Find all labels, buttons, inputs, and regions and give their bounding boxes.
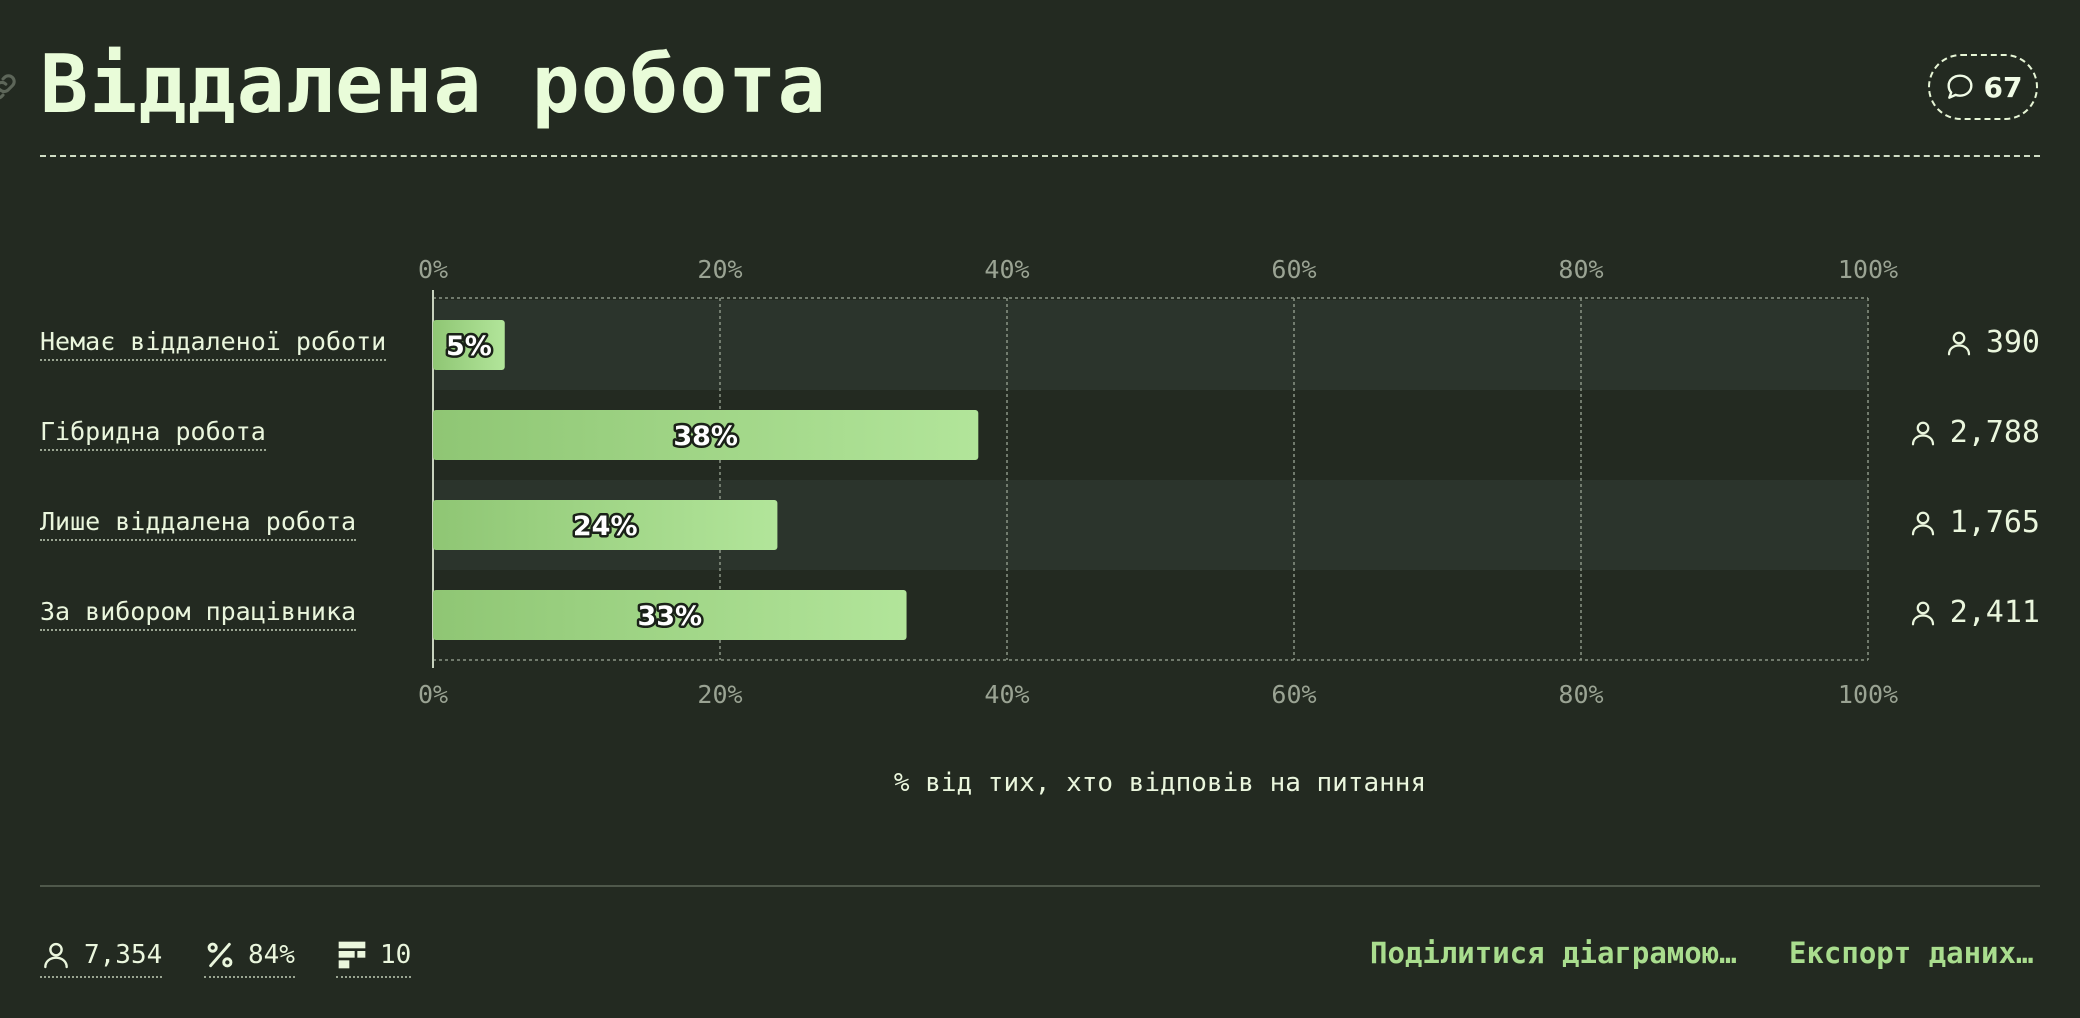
link-icon[interactable] [0,70,20,104]
response-count-value: 2,788 [1949,415,2040,450]
x-tick-label-bottom: 0% [418,680,448,709]
questions-stat[interactable]: 10 [336,934,412,978]
percent-stat[interactable]: 84% [204,934,295,978]
category-label[interactable]: Гібридна робота [40,415,266,451]
response-count: 2,788 [1908,415,2040,450]
user-icon [44,942,68,969]
x-tick-label-bottom: 40% [984,680,1029,709]
comment-icon [1946,74,1973,99]
category-label[interactable]: Лише віддалена робота [40,505,357,541]
export-data-button[interactable]: Експорт даних… [1789,936,2034,970]
bar-value-label: 24% [573,511,638,542]
bar [433,500,778,550]
x-tick-label-bottom: 60% [1271,680,1316,709]
x-tick-label-top: 40% [984,255,1029,284]
bar-value-label: 5% [446,331,492,362]
x-tick-label-top: 100% [1838,255,1898,284]
response-count-value: 390 [1985,325,2040,360]
x-axis-label: % від тих, хто відповів на питання [893,768,1427,798]
user-icon [1911,511,1934,535]
respondents-stat[interactable]: 7,354 [40,934,163,978]
bar [433,590,907,640]
title-divider [40,155,2040,157]
response-count: 1,765 [1908,505,2040,540]
category-label[interactable]: За вибором працівника [40,595,357,631]
questions-icon [338,941,366,969]
x-tick-label-top: 80% [1558,255,1603,284]
bar-chart: 0% 0% 20% 20% 40% 40% 60% 60% 80% 80% 100% 100% 5% 38… [418,255,1898,709]
page-title: Віддалена робота [40,38,827,131]
percent-icon [207,942,233,968]
comments-button[interactable]: 67 [1928,54,2038,120]
response-count: 2,411 [1908,595,2040,630]
percent-value: 84% [248,940,295,970]
x-tick-label-top: 20% [697,255,742,284]
response-count: 390 [1944,325,2040,360]
x-tick-label-top: 0% [418,255,448,284]
bar-value-label: 33% [637,601,702,632]
user-icon [1911,601,1934,625]
questions-count: 10 [380,940,412,970]
footer-divider [40,885,2040,887]
user-icon [1947,331,1970,355]
user-icon [1911,421,1934,445]
row-background [433,300,1868,390]
bar-value-label: 38% [673,421,738,452]
response-count-value: 1,765 [1949,505,2040,540]
respondents-count: 7,354 [84,940,163,970]
x-tick-label-bottom: 80% [1558,680,1603,709]
x-tick-label-top: 60% [1271,255,1316,284]
comment-count: 67 [1983,70,2023,104]
response-count-value: 2,411 [1949,595,2040,630]
x-tick-label-bottom: 100% [1838,680,1898,709]
x-tick-label-bottom: 20% [697,680,742,709]
share-chart-button[interactable]: Поділитися діаграмою… [1370,936,1737,970]
category-label[interactable]: Немає віддаленої роботи [40,325,387,361]
bar [433,410,979,460]
bar [433,320,505,370]
